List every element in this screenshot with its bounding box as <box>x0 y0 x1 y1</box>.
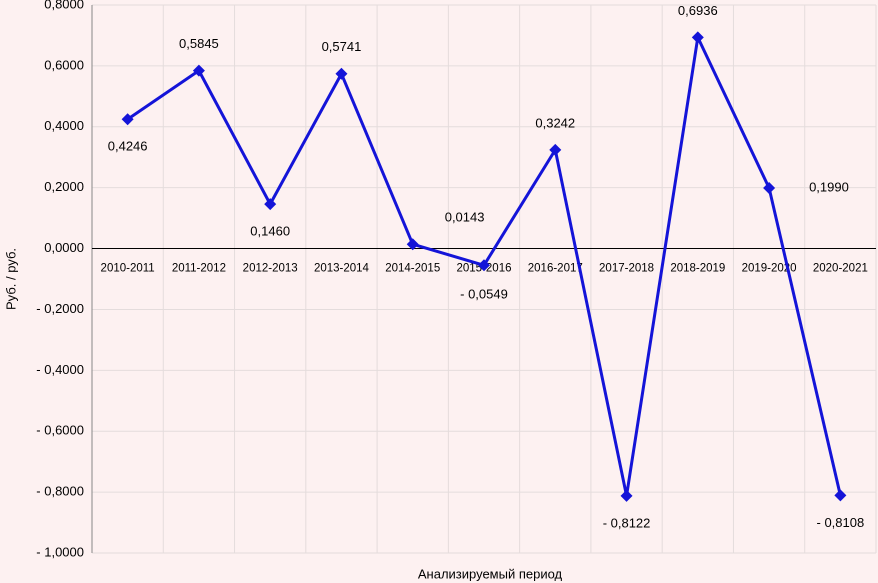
data-label: 0,4246 <box>108 139 148 154</box>
data-label: - 0,8108 <box>817 515 865 530</box>
data-label: 0,3242 <box>535 115 575 130</box>
x-tick-label: 2013-2014 <box>314 263 370 275</box>
marker <box>549 143 562 156</box>
y-tick-label: 0,2000 <box>44 179 84 194</box>
y-tick-label: - 0,2000 <box>36 301 84 316</box>
x-tick-label: 2019-2020 <box>742 263 797 275</box>
data-label: 0,1990 <box>809 179 849 194</box>
marker <box>834 489 847 502</box>
x-tick-label: 2018-2019 <box>670 263 725 275</box>
y-tick-label: - 0,6000 <box>36 423 84 438</box>
marker <box>335 67 348 80</box>
data-label: 0,5741 <box>322 39 362 54</box>
data-label: 0,5845 <box>179 36 219 51</box>
x-tick-label: 2012-2013 <box>243 263 298 275</box>
data-label: - 0,0549 <box>460 287 508 302</box>
x-tick-label: 2020-2021 <box>813 263 868 275</box>
data-label: 0,1460 <box>250 224 290 239</box>
x-tick-label: 2014-2015 <box>385 263 440 275</box>
x-tick-label: 2016-2017 <box>528 263 583 275</box>
y-axis-title: Руб. / руб. <box>3 248 18 310</box>
y-tick-label: - 0,8000 <box>36 484 84 499</box>
marker <box>620 489 633 502</box>
y-tick-label: - 1,0000 <box>36 544 84 559</box>
data-label: - 0,8122 <box>603 515 651 530</box>
x-tick-label: 2017-2018 <box>599 263 654 275</box>
y-tick-label: 0,4000 <box>44 118 84 133</box>
marker <box>478 259 490 272</box>
marker <box>763 181 776 194</box>
marker <box>691 31 704 44</box>
marker <box>121 113 134 126</box>
data-label: 0,0143 <box>445 210 485 225</box>
marker <box>192 64 205 77</box>
x-tick-label: 2010-2011 <box>101 263 155 275</box>
y-tick-label: - 0,4000 <box>36 362 84 377</box>
marker <box>264 198 277 211</box>
marker <box>406 238 419 251</box>
data-label: 0,6936 <box>678 3 718 18</box>
x-tick-label: 2011-2012 <box>172 263 226 275</box>
x-axis-title: Анализируемый период <box>418 566 563 581</box>
y-tick-label: 0,0000 <box>44 240 84 255</box>
y-tick-label: 0,6000 <box>44 57 84 72</box>
y-tick-label: 0,8000 <box>44 0 84 11</box>
